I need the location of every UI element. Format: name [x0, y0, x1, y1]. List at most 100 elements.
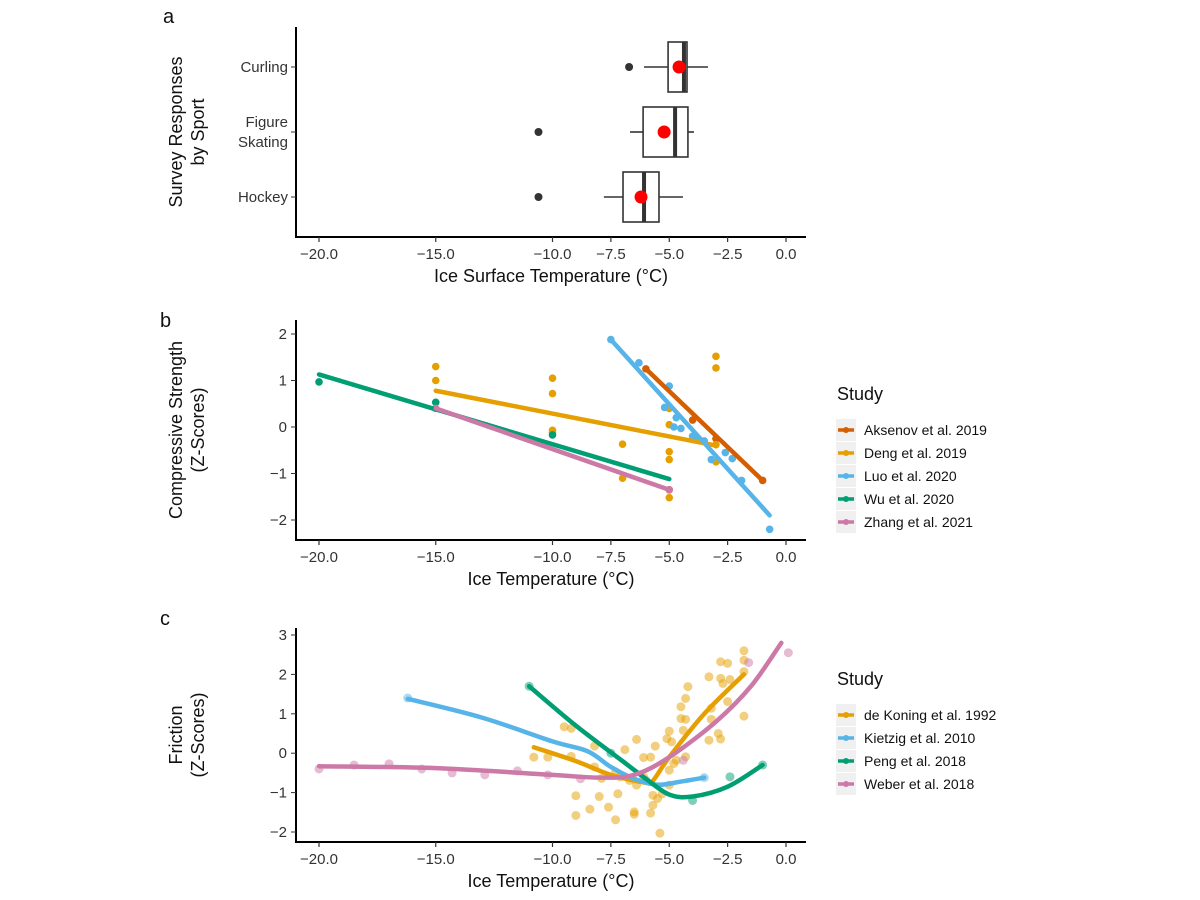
y-category-label: Curling: [240, 59, 288, 76]
data-point: [650, 741, 660, 751]
outlier-point: [534, 193, 543, 201]
data-point: [635, 359, 643, 367]
data-point: [618, 440, 627, 449]
legend-key-point: [843, 781, 849, 787]
data-point: [629, 809, 639, 819]
y-tick-label: 2: [279, 326, 287, 343]
y-category-label: Figure: [245, 114, 288, 131]
data-point: [725, 772, 735, 782]
data-point: [665, 447, 674, 456]
data-point: [646, 808, 656, 818]
x-tick-label: −20.0: [300, 246, 338, 263]
data-point: [594, 792, 604, 802]
x-tick-label: −5.0: [654, 246, 684, 263]
x-tick-label: −10.0: [534, 246, 572, 263]
fit-line: [643, 366, 765, 483]
data-point: [739, 711, 749, 721]
data-point: [548, 389, 557, 398]
legend: Study de Koning et al. 1992 Kietzig et al.…: [836, 669, 997, 795]
data-point: [646, 752, 656, 762]
data-point: [620, 745, 630, 755]
data-point: [548, 431, 557, 439]
legend-title: Study: [837, 669, 883, 689]
data-point: [721, 448, 730, 457]
data-point: [315, 378, 323, 386]
mean-point: [657, 125, 671, 139]
x-tick-label: 0.0: [776, 246, 797, 263]
y-category-label: Skating: [238, 134, 288, 151]
legend-item-label: Weber et al. 2018: [864, 776, 974, 792]
y-tick-label: −1: [270, 466, 287, 483]
data-point: [707, 455, 716, 464]
data-point: [716, 657, 726, 667]
panel-label: b: [160, 310, 171, 332]
data-point: [548, 374, 557, 382]
y-tick-label: 3: [279, 627, 287, 644]
panel-label: c: [160, 608, 170, 630]
data-point: [667, 737, 677, 747]
x-tick-label: −15.0: [417, 549, 455, 566]
outlier-point: [625, 63, 634, 71]
fit-line: [316, 640, 784, 780]
data-point: [571, 791, 581, 801]
data-point: [604, 802, 614, 812]
mean-point: [672, 60, 686, 74]
x-tick-label: −5.0: [654, 851, 684, 868]
y-axis-title: (Z-Scores): [188, 388, 208, 473]
data-point: [543, 752, 553, 762]
data-point: [783, 648, 793, 658]
fit-line: [433, 388, 719, 448]
fit-line: [433, 406, 672, 493]
y-tick-label: 1: [279, 373, 287, 390]
mean-point: [634, 190, 648, 204]
x-tick-label: −15.0: [417, 246, 455, 263]
data-point: [664, 765, 674, 775]
data-point: [739, 646, 749, 656]
x-tick-label: −7.5: [596, 851, 626, 868]
data-point: [681, 714, 691, 724]
x-tick-label: −20.0: [300, 851, 338, 868]
legend-item-label: Kietzig et al. 2010: [864, 730, 976, 746]
legend-key-point: [843, 712, 849, 718]
panel-label: a: [163, 6, 175, 28]
box-1: Figure Skating: [238, 106, 695, 158]
data-point: [431, 398, 440, 407]
data-point: [648, 800, 658, 810]
data-point: [655, 828, 665, 838]
box-0: Curling: [240, 41, 709, 93]
data-point: [559, 722, 569, 732]
x-tick-label: −20.0: [300, 549, 338, 566]
data-point: [431, 376, 440, 385]
data-point: [765, 525, 774, 534]
legend-key-point: [843, 450, 849, 456]
legend-key-point: [843, 758, 849, 764]
data-point: [613, 789, 623, 799]
data-point: [704, 735, 714, 745]
data-point: [677, 424, 685, 433]
y-tick-label: −2: [270, 824, 287, 841]
x-tick-label: 0.0: [776, 851, 797, 868]
data-point: [744, 658, 754, 668]
y-axis-title: Survey Responses: [166, 56, 186, 207]
legend-item-label: Aksenov et al. 2019: [864, 422, 987, 438]
data-point: [712, 364, 720, 372]
data-point: [725, 675, 735, 685]
data-point: [716, 734, 726, 744]
x-tick-label: −2.5: [713, 851, 743, 868]
x-tick-label: −15.0: [417, 851, 455, 868]
legend-item-label: de Koning et al. 1992: [864, 707, 997, 723]
legend-item-label: Deng et al. 2019: [864, 445, 967, 461]
y-axis-title: (Z-Scores): [188, 693, 208, 778]
data-point: [712, 352, 720, 361]
data-point: [611, 815, 621, 825]
y-tick-label: −1: [270, 785, 287, 802]
y-category-label: Hockey: [238, 189, 289, 206]
x-axis-title: Ice Temperature (°C): [468, 569, 635, 589]
legend-item-label: Zhang et al. 2021: [864, 514, 973, 530]
legend-key-point: [843, 496, 849, 502]
y-tick-label: 0: [279, 419, 287, 436]
x-tick-label: 0.0: [776, 549, 797, 566]
x-tick-label: −7.5: [596, 246, 626, 263]
legend-key-point: [843, 735, 849, 741]
